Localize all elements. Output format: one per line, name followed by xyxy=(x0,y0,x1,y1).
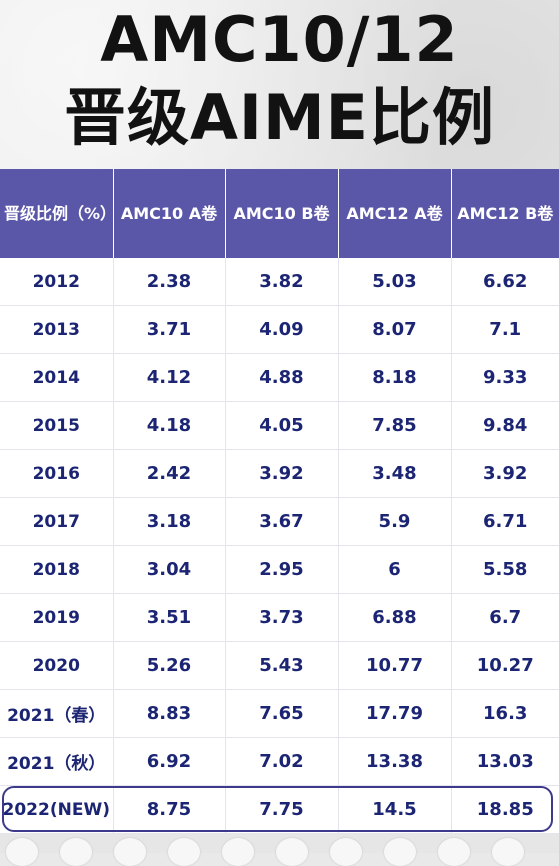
row-value-cell: 4.09 xyxy=(225,305,339,354)
row-value-cell: 6.62 xyxy=(451,258,559,306)
row-value-cell: 3.92 xyxy=(451,449,559,498)
row-value-cell: 2.95 xyxy=(225,545,339,594)
table-row: 2014 4.12 4.88 8.18 9.33 xyxy=(0,353,559,402)
decorative-dot xyxy=(222,838,254,866)
table-row: 2015 4.18 4.05 7.85 9.84 xyxy=(0,401,559,450)
table-row: 2017 3.18 3.67 5.9 6.71 xyxy=(0,497,559,546)
row-value-cell: 3.82 xyxy=(225,258,339,306)
row-value-cell: 6 xyxy=(338,545,452,594)
row-year-cell: 2013 xyxy=(0,305,114,354)
row-year-cell: 2021（秋） xyxy=(0,737,114,786)
header-amc12b: AMC12 B卷 xyxy=(451,169,559,258)
title-line-1: AMC10/12 xyxy=(100,3,459,76)
row-year-cell: 2021（春） xyxy=(0,689,114,738)
row-value-cell: 3.04 xyxy=(113,545,226,594)
row-value-cell: 3.51 xyxy=(113,593,226,642)
table-row: 2016 2.42 3.92 3.48 3.92 xyxy=(0,449,559,498)
row-value-cell: 9.84 xyxy=(451,401,559,450)
row-value-cell: 7.65 xyxy=(225,689,339,738)
row-year-cell: 2019 xyxy=(0,593,114,642)
row-value-cell: 6.7 xyxy=(451,593,559,642)
decorative-dot xyxy=(384,838,416,866)
table-row: 2020 5.26 5.43 10.77 10.27 xyxy=(0,641,559,690)
row-value-cell: 17.79 xyxy=(338,689,452,738)
header-row: 晋级比例（%） AMC10 A卷 AMC10 B卷 AMC12 A卷 AMC12… xyxy=(0,169,559,258)
decorative-dot xyxy=(6,838,38,866)
table-row: 2021（秋） 6.92 7.02 13.38 13.03 xyxy=(0,737,559,786)
decorative-dot xyxy=(438,838,470,866)
row-value-cell: 3.73 xyxy=(225,593,339,642)
row-year-cell: 2015 xyxy=(0,401,114,450)
row-value-cell: 3.67 xyxy=(225,497,339,546)
decorative-dot xyxy=(60,838,92,866)
row-value-cell: 7.85 xyxy=(338,401,452,450)
row-value-cell: 2.42 xyxy=(113,449,226,498)
title-line-2: 晋级AIME比例 xyxy=(63,81,496,154)
table-row: 2022(NEW) 8.75 7.75 14.5 18.85 xyxy=(0,785,559,834)
row-value-cell: 9.33 xyxy=(451,353,559,402)
row-value-cell: 16.3 xyxy=(451,689,559,738)
decorative-dot xyxy=(492,838,524,866)
row-value-cell: 10.77 xyxy=(338,641,452,690)
row-value-cell: 10.27 xyxy=(451,641,559,690)
table-row: 2012 2.38 3.82 5.03 6.62 xyxy=(0,258,559,306)
decorative-dot xyxy=(114,838,146,866)
row-value-cell: 6.92 xyxy=(113,737,226,786)
row-value-cell: 5.03 xyxy=(338,258,452,306)
row-year-cell: 2017 xyxy=(0,497,114,546)
row-value-cell: 8.75 xyxy=(113,785,226,834)
row-value-cell: 18.85 xyxy=(451,785,559,834)
row-value-cell: 4.05 xyxy=(225,401,339,450)
header-ratio: 晋级比例（%） xyxy=(0,169,116,258)
row-value-cell: 13.03 xyxy=(451,737,559,786)
row-value-cell: 13.38 xyxy=(338,737,452,786)
table-body: 2012 2.38 3.82 5.03 6.62 2013 3.71 4.09 8.07 7.1 2… xyxy=(0,258,559,834)
table-row: 2018 3.04 2.95 6 5.58 xyxy=(0,545,559,594)
row-year-cell: 2014 xyxy=(0,353,114,402)
row-value-cell: 3.18 xyxy=(113,497,226,546)
decorative-dot xyxy=(330,838,362,866)
row-value-cell: 8.18 xyxy=(338,353,452,402)
row-year-cell: 2022(NEW) xyxy=(0,785,114,834)
row-year-cell: 2012 xyxy=(0,258,114,306)
table-row: 2013 3.71 4.09 8.07 7.1 xyxy=(0,305,559,354)
row-value-cell: 5.9 xyxy=(338,497,452,546)
row-value-cell: 2.38 xyxy=(113,258,226,306)
row-value-cell: 6.88 xyxy=(338,593,452,642)
row-value-cell: 14.5 xyxy=(338,785,452,834)
row-value-cell: 7.1 xyxy=(451,305,559,354)
row-value-cell: 8.83 xyxy=(113,689,226,738)
row-year-cell: 2018 xyxy=(0,545,114,594)
row-value-cell: 6.71 xyxy=(451,497,559,546)
row-value-cell: 4.18 xyxy=(113,401,226,450)
decorative-dot xyxy=(168,838,200,866)
row-year-cell: 2020 xyxy=(0,641,114,690)
row-value-cell: 5.43 xyxy=(225,641,339,690)
aime-ratio-table: 晋级比例（%） AMC10 A卷 AMC10 B卷 AMC12 A卷 AMC12… xyxy=(0,169,559,834)
row-value-cell: 3.71 xyxy=(113,305,226,354)
table-row: 2021（春） 8.83 7.65 17.79 16.3 xyxy=(0,689,559,738)
row-value-cell: 7.75 xyxy=(225,785,339,834)
row-value-cell: 5.58 xyxy=(451,545,559,594)
row-value-cell: 4.12 xyxy=(113,353,226,402)
header-amc10a: AMC10 A卷 xyxy=(113,169,226,258)
row-value-cell: 8.07 xyxy=(338,305,452,354)
row-year-cell: 2016 xyxy=(0,449,114,498)
row-value-cell: 4.88 xyxy=(225,353,339,402)
row-value-cell: 5.26 xyxy=(113,641,226,690)
row-value-cell: 7.02 xyxy=(225,737,339,786)
data-table: 晋级比例（%） AMC10 A卷 AMC10 B卷 AMC12 A卷 AMC12… xyxy=(0,169,559,834)
table-row: 2019 3.51 3.73 6.88 6.7 xyxy=(0,593,559,642)
decorative-dot xyxy=(276,838,308,866)
header-amc12a: AMC12 A卷 xyxy=(338,169,452,258)
row-value-cell: 3.92 xyxy=(225,449,339,498)
row-value-cell: 3.48 xyxy=(338,449,452,498)
header-amc10b: AMC10 B卷 xyxy=(225,169,339,258)
